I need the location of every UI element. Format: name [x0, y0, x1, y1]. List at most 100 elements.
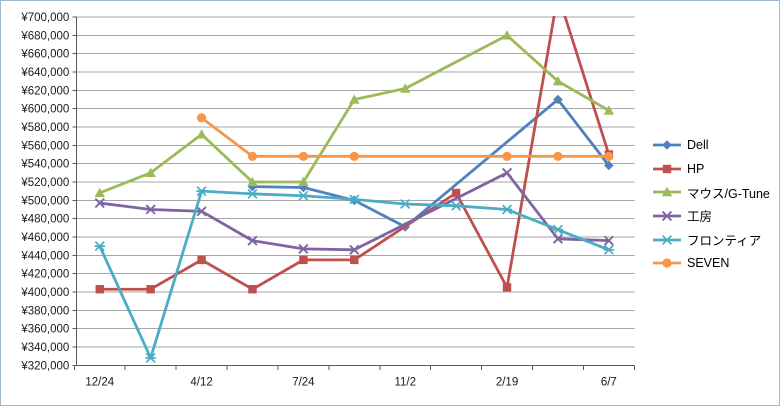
data-point-marker[interactable] [502, 283, 512, 292]
seven-legend-marker-icon [653, 258, 681, 268]
x-axis-tick-label: 2/19 [496, 376, 518, 388]
data-point-marker[interactable] [501, 204, 513, 215]
series-kobo [94, 167, 614, 255]
data-point-marker[interactable] [662, 164, 672, 173]
y-axis-tick-label: ¥540,000 [20, 159, 69, 171]
chart-legend: Dell HP マウス/G-Tune 工房フロンティア SEVEN [651, 133, 770, 275]
y-axis-tick-label: ¥380,000 [20, 305, 69, 317]
y-axis-tick-label: ¥560,000 [20, 140, 69, 152]
y-axis-tick-label: ¥460,000 [20, 232, 69, 244]
data-point-marker[interactable] [349, 244, 360, 255]
legend-item-hp[interactable]: HP [651, 157, 770, 181]
series-line-mouse-g-tune[interactable] [98, 33, 611, 195]
data-point-marker[interactable] [662, 140, 672, 150]
data-point-marker[interactable] [400, 83, 411, 93]
data-point-marker[interactable] [247, 176, 258, 187]
data-point-marker[interactable] [553, 151, 563, 161]
data-point-marker[interactable] [298, 243, 309, 254]
data-point-marker[interactable] [196, 206, 207, 217]
legend-label: SEVEN [687, 256, 730, 271]
data-point-marker[interactable] [146, 285, 155, 294]
frontier-legend-marker-icon [653, 234, 681, 245]
series-seven [196, 113, 614, 161]
data-point-marker[interactable] [552, 233, 564, 244]
y-axis-tick-label: ¥320,000 [20, 360, 69, 372]
series-line-frontier[interactable] [98, 189, 611, 360]
data-point-marker[interactable] [661, 210, 673, 221]
data-point-marker[interactable] [502, 151, 512, 161]
legend-item-seven[interactable]: SEVEN [651, 251, 770, 275]
data-point-marker[interactable] [196, 129, 207, 139]
legend-label: Dell [687, 137, 709, 152]
data-point-marker[interactable] [94, 197, 105, 209]
data-point-marker[interactable] [552, 75, 564, 86]
y-axis-tick-label: ¥580,000 [20, 122, 69, 134]
data-point-marker[interactable] [350, 255, 359, 265]
data-point-marker[interactable] [247, 188, 258, 199]
data-point-marker[interactable] [145, 352, 156, 363]
y-axis-tick-label: ¥600,000 [20, 104, 69, 116]
data-point-marker[interactable] [604, 151, 614, 161]
data-point-marker[interactable] [400, 198, 411, 209]
data-point-marker[interactable] [298, 182, 309, 193]
y-axis-tick-label: ¥500,000 [20, 195, 69, 207]
data-point-marker[interactable] [501, 167, 513, 178]
y-axis-tick-label: ¥520,000 [20, 177, 69, 189]
data-point-marker[interactable] [349, 94, 360, 104]
legend-item-frontier[interactable]: フロンティア [651, 228, 770, 252]
data-point-marker[interactable] [661, 234, 673, 245]
data-point-marker[interactable] [298, 176, 309, 187]
legend-label: フロンティア [687, 234, 762, 249]
legend-item-kobo[interactable]: 工房 [651, 204, 770, 228]
y-axis-tick-label: ¥400,000 [20, 287, 69, 299]
data-point-marker[interactable] [450, 200, 462, 211]
data-point-marker[interactable] [451, 188, 461, 198]
y-axis-tick-label: ¥700,000 [20, 12, 69, 24]
data-point-marker[interactable] [95, 285, 104, 294]
series-line-dell[interactable] [251, 98, 611, 229]
data-point-marker[interactable] [247, 151, 258, 161]
data-point-marker[interactable] [553, 94, 563, 105]
legend-label: 工房 [687, 210, 713, 225]
legend-item-mouse-g-tune[interactable]: マウス/G-Tune [651, 180, 770, 204]
data-point-marker[interactable] [196, 186, 207, 197]
data-point-marker[interactable] [298, 151, 308, 161]
y-axis-tick-label: ¥640,000 [20, 67, 69, 79]
data-point-marker[interactable] [145, 204, 156, 215]
data-point-marker[interactable] [349, 151, 359, 161]
x-axis-tick-label: 4/12 [190, 376, 212, 388]
data-point-marker[interactable] [662, 258, 672, 268]
data-point-marker[interactable] [604, 160, 614, 171]
data-point-marker[interactable] [197, 255, 206, 265]
data-point-marker[interactable] [196, 113, 207, 123]
series-line-seven[interactable] [200, 116, 611, 158]
data-point-marker[interactable] [349, 194, 360, 205]
y-axis-tick-label: ¥620,000 [20, 85, 69, 97]
y-axis-tick-label: ¥680,000 [20, 30, 69, 42]
data-point-marker[interactable] [661, 187, 673, 197]
y-axis-tick-label: ¥480,000 [20, 214, 69, 226]
data-point-marker[interactable] [248, 285, 257, 294]
data-point-marker[interactable] [552, 224, 564, 235]
x-axis-tick-label: 7/24 [292, 376, 315, 388]
data-point-marker[interactable] [145, 167, 156, 178]
data-point-marker[interactable] [298, 190, 309, 201]
hp-legend-marker-icon [653, 164, 681, 173]
series-line-kobo[interactable] [98, 171, 611, 252]
data-point-marker[interactable] [299, 255, 308, 265]
data-point-marker[interactable] [247, 235, 258, 246]
legend-item-dell[interactable]: Dell [651, 133, 770, 157]
data-point-marker[interactable] [603, 235, 614, 246]
series-mouse-g-tune [94, 30, 615, 198]
data-point-marker[interactable] [94, 241, 105, 252]
y-axis-tick-label: ¥340,000 [20, 342, 69, 354]
y-axis-tick-label: ¥360,000 [20, 324, 69, 336]
data-point-marker[interactable] [94, 187, 105, 198]
x-axis-tick-label: 12/24 [85, 376, 114, 388]
data-point-marker[interactable] [603, 244, 615, 255]
data-point-marker[interactable] [603, 105, 615, 115]
y-axis-tick-label: ¥440,000 [20, 250, 69, 262]
data-point-marker[interactable] [501, 30, 513, 40]
